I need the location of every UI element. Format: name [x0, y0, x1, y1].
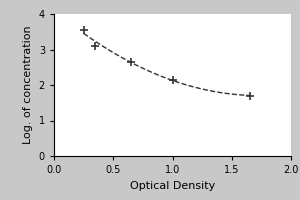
Y-axis label: Log. of concentration: Log. of concentration — [23, 26, 33, 144]
X-axis label: Optical Density: Optical Density — [130, 181, 215, 191]
